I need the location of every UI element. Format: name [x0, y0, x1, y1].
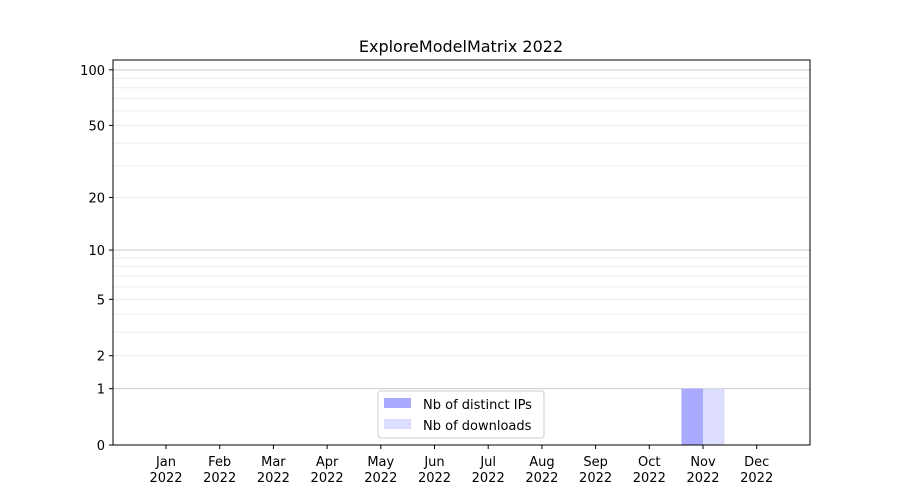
plot-frame [112, 59, 811, 446]
x-tick-label-line: 2022 [686, 471, 719, 486]
x-tick-label-line: May [367, 455, 394, 470]
y-tick-label: 1 [97, 383, 105, 398]
x-tick-label: Feb 2022 [203, 455, 236, 486]
x-tick-label: Nov 2022 [686, 455, 719, 486]
x-tick-label: Mar 2022 [257, 455, 290, 486]
x-tick-label: Aug 2022 [525, 455, 558, 486]
bar-nb-of-downloads-10 [703, 388, 725, 445]
y-tick-label: 100 [80, 64, 105, 79]
x-tick-label-line: Mar [261, 455, 286, 470]
legend-label: Nb of downloads [423, 419, 532, 434]
x-tick-label-line: 2022 [525, 471, 558, 486]
x-tick-label-line: 2022 [364, 471, 397, 486]
bar-nb-of-distinct-ips-10 [681, 388, 703, 445]
x-tick-label: Jun 2022 [418, 455, 451, 486]
y-tick-label: 50 [88, 119, 105, 134]
x-tick-label-line: 2022 [149, 471, 182, 486]
x-tick-label-line: 2022 [740, 471, 773, 486]
x-tick-label: Apr 2022 [311, 455, 344, 486]
x-tick-label-line: 2022 [633, 471, 666, 486]
x-tick-label: Dec 2022 [740, 455, 773, 486]
x-tick-label-line: Jun [423, 455, 444, 470]
x-tick-label-line: 2022 [203, 471, 236, 486]
x-tick-label-line: 2022 [311, 471, 344, 486]
y-tick-label: 5 [97, 293, 105, 308]
legend-label: Nb of distinct IPs [423, 398, 532, 413]
x-tick-label-line: Dec [744, 455, 769, 470]
x-tick-label-line: Jan [155, 455, 176, 470]
x-tick-label-line: Oct [638, 455, 660, 470]
x-tick-label-line: 2022 [418, 471, 451, 486]
y-tick-label: 20 [88, 192, 105, 207]
x-tick-label: Jan 2022 [149, 455, 182, 486]
x-tick-label-line: Apr [316, 455, 339, 470]
legend-swatch [384, 419, 411, 429]
y-tick-label: 10 [88, 244, 105, 259]
legend: Nb of distinct IPs Nb of downloads [377, 390, 545, 439]
y-tick-label: 2 [97, 350, 105, 365]
x-tick-label: Jul 2022 [472, 455, 505, 486]
x-tick-label: May 2022 [364, 455, 397, 486]
x-tick-label: Sep 2022 [579, 455, 612, 486]
x-tick-label-line: Sep [583, 455, 608, 470]
x-tick-label-line: Feb [208, 455, 231, 470]
x-tick-label-line: Nov [690, 455, 716, 470]
x-tick-label-line: Aug [529, 455, 554, 470]
legend-swatch [384, 398, 411, 408]
x-tick-label-line: 2022 [579, 471, 612, 486]
legend-box [377, 390, 545, 439]
x-tick-label-line: 2022 [472, 471, 505, 486]
y-tick-label: 0 [97, 439, 105, 454]
x-tick-label-line: 2022 [257, 471, 290, 486]
chart-title: ExploreModelMatrix 2022 [359, 37, 563, 56]
x-tick-label: Oct 2022 [633, 455, 666, 486]
x-tick-label-line: Jul [479, 455, 496, 470]
